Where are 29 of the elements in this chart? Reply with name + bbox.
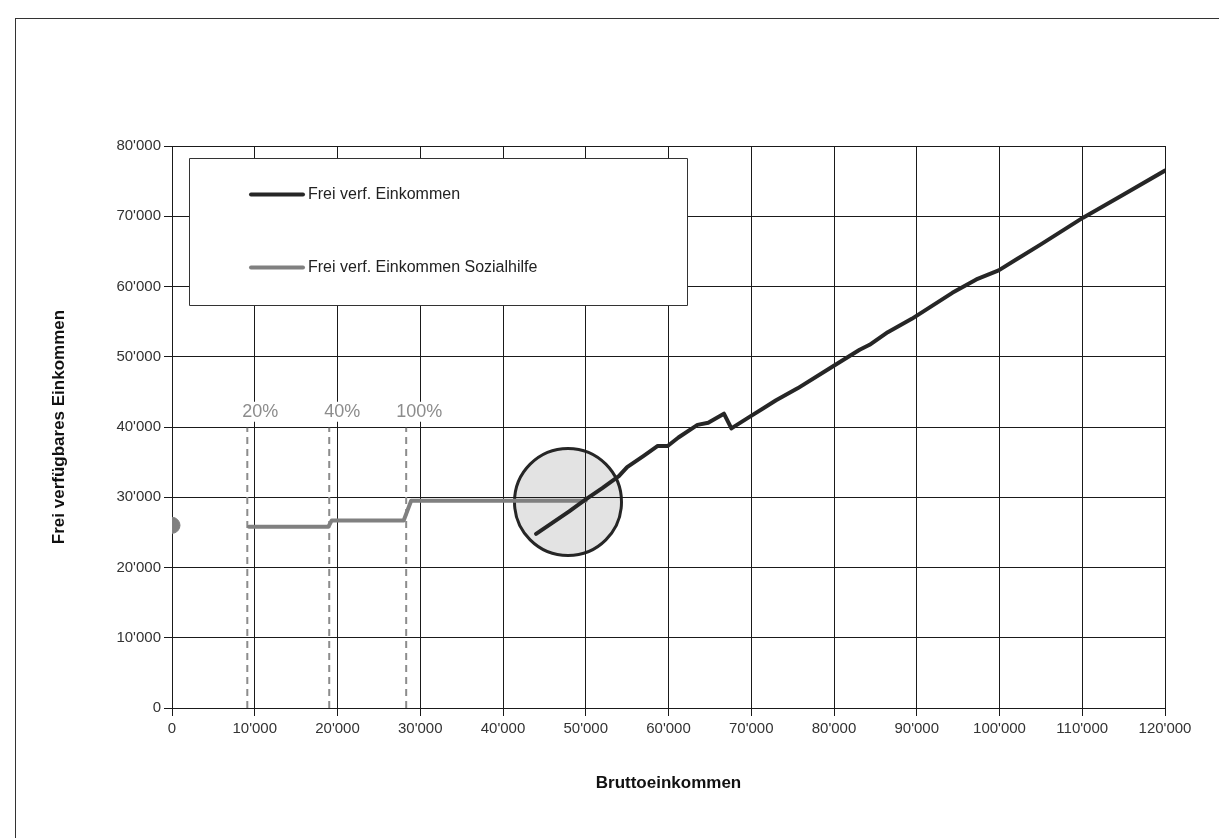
x-tick-label: 30'000 <box>397 719 443 737</box>
x-tick-label: 120'000 <box>1138 719 1192 737</box>
x-tick-label: 40'000 <box>480 719 526 737</box>
x-tick-label: 20'000 <box>315 719 360 737</box>
y-tick-label: 70'000 <box>116 206 161 224</box>
x-tick-label: 100'000 <box>973 719 1026 737</box>
annotation: 20% <box>242 400 279 421</box>
x-tick-label: 0 <box>167 719 177 737</box>
y-axis-title: Frei verfügbares Einkommen <box>48 309 68 545</box>
y-tick-label: 80'000 <box>116 136 161 154</box>
x-tick-label: 110'000 <box>1056 719 1109 737</box>
x-tick-label: 50'000 <box>563 719 609 737</box>
y-tick-label: 30'000 <box>116 487 161 505</box>
x-tick-label: 10'000 <box>232 719 278 737</box>
annotation: 100% <box>396 400 443 421</box>
x-tick-label: 80'000 <box>811 719 857 737</box>
y-tick-label: 60'000 <box>116 276 161 294</box>
y-tick-label: 50'000 <box>116 346 161 364</box>
x-tick-label: 90'000 <box>894 719 940 737</box>
y-tick-label: 40'000 <box>116 417 161 435</box>
x-axis-title: Bruttoeinkommen <box>595 773 742 793</box>
x-tick-label: 70'000 <box>728 719 774 737</box>
y-tick-label: 10'000 <box>116 627 161 645</box>
legend-label: Frei verf. Einkommen <box>308 184 461 202</box>
y-tick-label: 20'000 <box>116 557 161 575</box>
legend-label: Frei verf. Einkommen Sozialhilfe <box>308 257 538 275</box>
annotation: 40% <box>324 400 361 421</box>
x-tick-label: 60'000 <box>646 719 691 737</box>
y-tick-label: 0 <box>152 698 161 716</box>
